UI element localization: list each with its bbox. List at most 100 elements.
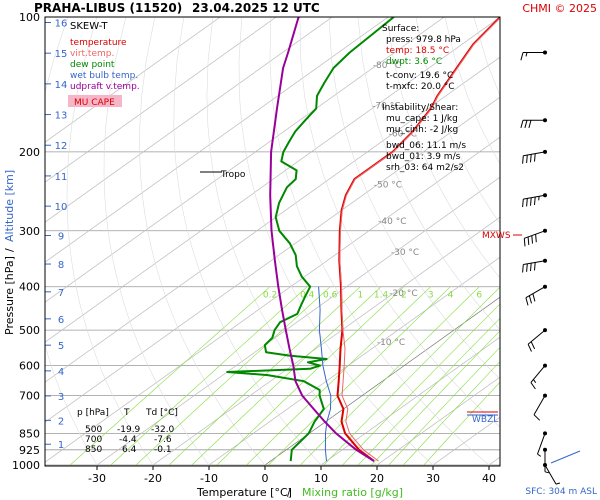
mixing-line-4 bbox=[266, 286, 451, 466]
barb-flag bbox=[522, 264, 524, 273]
barb-flag bbox=[528, 295, 532, 304]
legend-updraft: udpraft v.temp. bbox=[70, 82, 140, 92]
pressure-tick-850: 850 bbox=[19, 427, 40, 440]
mxws-label: MXWS bbox=[482, 231, 511, 241]
plot-frame bbox=[44, 16, 501, 467]
profile-layer bbox=[226, 17, 500, 462]
isotherm-label--10: -10 °C bbox=[377, 338, 405, 348]
dry-adiabat bbox=[532, 17, 600, 475]
mixing-label-6: 6 bbox=[476, 291, 482, 301]
mixing-line-2 bbox=[215, 286, 405, 466]
barb-flag bbox=[532, 293, 536, 302]
dry-adiabat bbox=[269, 17, 491, 466]
wind-barb-200 bbox=[522, 149, 547, 164]
barb-station bbox=[543, 258, 547, 263]
isotherm--30 bbox=[94, 176, 500, 466]
wind-barb-170 bbox=[520, 118, 547, 129]
altitude-tick-10: 10 bbox=[55, 202, 68, 213]
altitude-tick-16: 16 bbox=[55, 19, 68, 30]
temp-tick-40: 40 bbox=[482, 472, 496, 485]
altitude-tick-6: 6 bbox=[58, 315, 64, 326]
barb-flag bbox=[527, 343, 532, 352]
wind-barb-400 bbox=[525, 284, 547, 306]
isotherm-label--30: -30 °C bbox=[391, 248, 419, 258]
barb-flag bbox=[530, 341, 536, 350]
mixing-label-4: 4 bbox=[448, 291, 454, 301]
mixing-label-2: 2 bbox=[401, 291, 407, 301]
table-row-700-t: -4.4 bbox=[119, 435, 137, 445]
dry-adiabat bbox=[503, 17, 600, 475]
barb-flag bbox=[530, 263, 532, 272]
dry-adiabat bbox=[357, 17, 500, 330]
surface-dwpt: dwpt: 3.6 °C bbox=[386, 57, 442, 67]
mixing-line-0.2 bbox=[68, 286, 271, 466]
barb-staff bbox=[527, 329, 546, 345]
dry-adiabat bbox=[473, 17, 500, 97]
barb-staff bbox=[530, 365, 546, 383]
isotherm-label--20: -20 °C bbox=[389, 289, 417, 299]
mixing-line-17 bbox=[387, 346, 500, 466]
barb-station bbox=[543, 228, 547, 233]
isotherm--20 bbox=[150, 216, 500, 466]
dry-adiabat bbox=[206, 17, 379, 466]
isotherm--50 bbox=[45, 96, 500, 423]
dry-adiabat bbox=[66, 17, 155, 466]
wbzl-label: WBZL bbox=[472, 415, 498, 425]
series-udpraft-v-temp bbox=[269, 17, 375, 462]
legend-temperature: temperature bbox=[70, 38, 127, 48]
pressure-tick-200: 200 bbox=[19, 146, 40, 159]
pressure-tick-400: 400 bbox=[19, 281, 40, 294]
barb-half bbox=[555, 482, 561, 485]
wind-barb-925 bbox=[543, 447, 550, 474]
mixing-line-20 bbox=[402, 361, 500, 466]
bwd06-value: bwd_06: 11.1 m/s bbox=[386, 141, 466, 151]
isotherm--110 bbox=[45, 17, 277, 183]
series-virt-temp bbox=[339, 17, 500, 462]
isotherm-label--80: -80 °C bbox=[373, 61, 401, 71]
barb-station bbox=[543, 50, 547, 55]
wind-barb-350 bbox=[522, 258, 547, 273]
isotherm-label--70: -70 °C bbox=[372, 101, 400, 111]
pressure-tick-100: 100 bbox=[19, 11, 40, 24]
y-axis-label-pressure: Pressure [hPa] bbox=[3, 256, 16, 335]
pressure-tick-1000: 1000 bbox=[12, 459, 40, 472]
legend-dew-point: dew point bbox=[70, 60, 115, 70]
temp-tick-20: 20 bbox=[370, 472, 384, 485]
wind-barb-120 bbox=[520, 50, 547, 61]
y-axis-label-altitude: Altitude [km] bbox=[3, 170, 16, 242]
barb-station bbox=[543, 363, 547, 368]
dry-adiabat bbox=[415, 17, 500, 224]
barb-staff bbox=[523, 260, 546, 265]
barb-flag bbox=[525, 297, 529, 306]
temp-tick-10: 10 bbox=[314, 472, 328, 485]
pressure-tick-600: 600 bbox=[19, 360, 40, 373]
barb-station bbox=[543, 118, 547, 123]
barb-flag bbox=[526, 198, 528, 207]
sfc-label: SFC: 304 m ASL bbox=[525, 487, 597, 497]
dry-adiabat bbox=[328, 17, 500, 380]
altitude-tick-11: 11 bbox=[55, 172, 68, 183]
mixing-label-0.4: 0.4 bbox=[300, 291, 315, 301]
barb-staff bbox=[524, 230, 546, 239]
mixing-label-1.4: 1.4 bbox=[374, 291, 389, 301]
barb-flag bbox=[535, 234, 537, 243]
barb-flag bbox=[534, 262, 536, 271]
isotherm-label--50: -50 °C bbox=[374, 180, 402, 190]
table-row-850-t: 6.4 bbox=[122, 445, 137, 455]
mixing-line-10 bbox=[341, 303, 500, 466]
mu-cinh-value: mu_cinh: -2 J/kg bbox=[386, 125, 458, 135]
mixing-label-3: 3 bbox=[428, 291, 434, 301]
legend-virt-temp: virt.temp. bbox=[70, 49, 114, 59]
barb-flag bbox=[520, 52, 524, 61]
altitude-tick-2: 2 bbox=[58, 416, 64, 427]
barb-station bbox=[543, 149, 547, 154]
barb-half bbox=[537, 453, 542, 457]
surface-press: press: 979.8 hPa bbox=[386, 35, 461, 45]
altitude-tick-1: 1 bbox=[58, 440, 64, 451]
tconv-value: t-conv: 19.6 °C bbox=[386, 71, 453, 81]
barb-flag bbox=[534, 196, 536, 206]
barb-station bbox=[543, 393, 547, 398]
isotherm-label--40: -40 °C bbox=[378, 217, 406, 227]
